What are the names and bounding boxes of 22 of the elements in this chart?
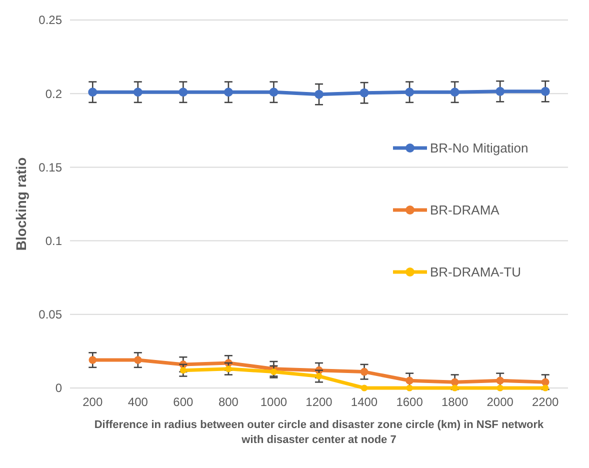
x-tick-label: 2000 [486,395,514,409]
x-tick-label: 200 [82,395,103,409]
legend-label: BR-DRAMA [430,202,500,218]
x-tick-label: 1800 [441,395,468,409]
y-tick-label: 0.2 [45,86,62,101]
legend-label: BR-DRAMA-TU [430,264,521,280]
x-tick-label: 2200 [532,395,560,409]
x-tick-label: 1400 [350,395,378,409]
y-tick-label: 0.05 [38,308,62,322]
x-tick-label: 1000 [260,395,288,409]
y-tick-label: 0 [55,381,62,396]
legend-label: BR-No Mitigation [430,140,528,156]
x-axis-title: Difference in radius between outer circle and disaster zone circle (km) in NSF network with disaster center at node 7 [94,419,545,446]
y-axis-title: Blocking ratio [13,157,29,251]
y-tick-label: 0.15 [38,160,62,174]
y-tick-label: 0.25 [38,13,62,28]
x-tick-label: 1200 [306,395,333,409]
x-tick-label: 400 [128,395,148,409]
y-tick-label: 0.1 [45,234,62,248]
x-tick-label: 1600 [396,395,424,409]
x-tick-label: 800 [218,395,239,409]
x-tick-label: 600 [173,395,194,409]
